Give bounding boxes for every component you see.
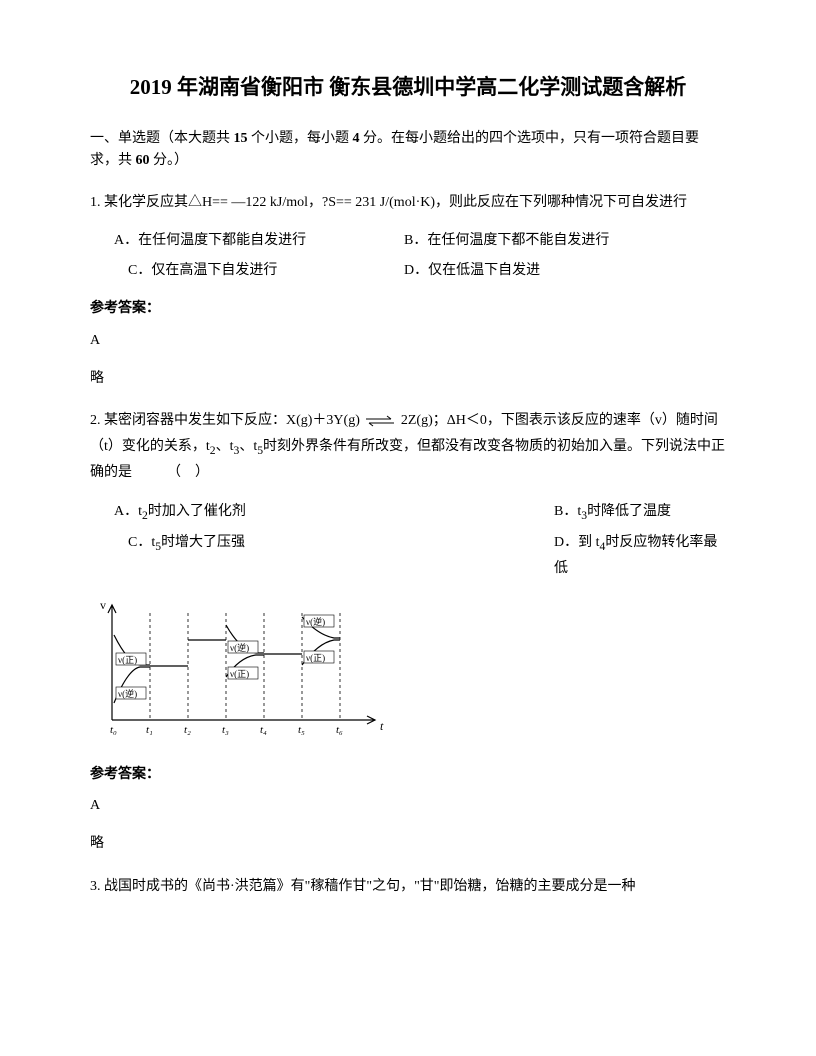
y-axis-label: v bbox=[100, 598, 106, 612]
sec-total: 60 bbox=[136, 153, 150, 168]
q2-brief: 略 bbox=[90, 832, 726, 856]
q1-opt-b: B．在任何温度下都不能自发进行 bbox=[404, 229, 609, 253]
q1-opt-d: D．仅在低温下自发进 bbox=[404, 259, 540, 283]
q2-ans-label: 参考答案： bbox=[90, 763, 726, 787]
q2-text-c: 、t bbox=[216, 439, 234, 454]
q2d-pre: D．到 t bbox=[554, 535, 600, 550]
equilibrium-icon bbox=[363, 415, 397, 427]
sec-count: 15 bbox=[234, 131, 248, 146]
chart-label: ν(正) bbox=[306, 653, 325, 663]
q2-chart: v t ν(正) ν(逆) ν(逆) ν(正) ν(逆) ν(正) t₀ t₁ … bbox=[90, 595, 726, 745]
tick: t₅ bbox=[298, 724, 305, 736]
q2-opt-a: A．t2时加入了催化剂 bbox=[114, 500, 554, 526]
tick: t₁ bbox=[146, 724, 153, 736]
rate-time-chart: v t ν(正) ν(逆) ν(逆) ν(正) ν(逆) ν(正) t₀ t₁ … bbox=[90, 595, 390, 745]
q2-text-d: 、t bbox=[239, 439, 257, 454]
q2a-pre: A．t bbox=[114, 504, 142, 519]
q2-opt-b: B．t3时降低了温度 bbox=[554, 500, 671, 526]
q2b-pre: B．t bbox=[554, 504, 581, 519]
q2c-post: 时增大了压强 bbox=[161, 535, 245, 550]
page-title: 2019 年湖南省衡阳市 衡东县德圳中学高二化学测试题含解析 bbox=[90, 72, 726, 104]
q2-options: A．t2时加入了催化剂 B．t3时降低了温度 C．t5时增大了压强 D．到 t4… bbox=[90, 500, 726, 581]
q1-options: A．在任何温度下都能自发进行 B．在任何温度下都不能自发进行 C．仅在高温下自发… bbox=[90, 229, 726, 283]
q2c-pre: C．t bbox=[128, 535, 155, 550]
tick: t₀ bbox=[110, 724, 117, 736]
q2-text: 2. 某密闭容器中发生如下反应：X(g)＋3Y(g) 2Z(g)；ΔH＜0，下图… bbox=[90, 408, 726, 485]
q3-text: 3. 战国时成书的《尚书·洪范篇》有"稼穑作甘"之句，"甘"即饴糖，饴糖的主要成… bbox=[90, 874, 726, 899]
q2-opt-c: C．t5时增大了压强 bbox=[114, 531, 554, 580]
q2-opt-d: D．到 t4时反应物转化率最低 bbox=[554, 531, 726, 580]
chart-label: ν(逆) bbox=[118, 688, 137, 699]
chart-label: ν(正) bbox=[230, 669, 249, 679]
q2a-post: 时加入了催化剂 bbox=[148, 504, 246, 519]
q2-text-a: 2. 某密闭容器中发生如下反应：X(g)＋3Y(g) bbox=[90, 413, 360, 428]
sec-suffix: 分。） bbox=[150, 153, 189, 168]
tick: t₆ bbox=[336, 724, 343, 736]
q1-opt-a: A．在任何温度下都能自发进行 bbox=[114, 229, 404, 253]
q1-ans: A bbox=[90, 329, 726, 353]
sec-mid1: 个小题，每小题 bbox=[248, 131, 353, 146]
q2-ans: A bbox=[90, 794, 726, 818]
sec-prefix: 一、单选题（本大题共 bbox=[90, 131, 234, 146]
q1-text: 1. 某化学反应其△H== —122 kJ/mol，?S== 231 J/(mo… bbox=[90, 190, 726, 215]
sec-points: 4 bbox=[353, 131, 360, 146]
tick: t₃ bbox=[222, 724, 229, 736]
x-axis-label: t bbox=[380, 719, 384, 733]
tick: t₂ bbox=[184, 724, 191, 736]
q2b-post: 时降低了温度 bbox=[587, 504, 671, 519]
q1-ans-label: 参考答案： bbox=[90, 297, 726, 321]
q1-opt-c: C．仅在高温下自发进行 bbox=[114, 259, 404, 283]
q1-brief: 略 bbox=[90, 367, 726, 391]
chart-label: ν(正) bbox=[118, 655, 137, 665]
tick: t₄ bbox=[260, 724, 267, 736]
section-header: 一、单选题（本大题共 15 个小题，每小题 4 分。在每小题给出的四个选项中，只… bbox=[90, 128, 726, 173]
chart-label: ν(逆) bbox=[306, 616, 325, 627]
chart-label: ν(逆) bbox=[230, 642, 249, 653]
